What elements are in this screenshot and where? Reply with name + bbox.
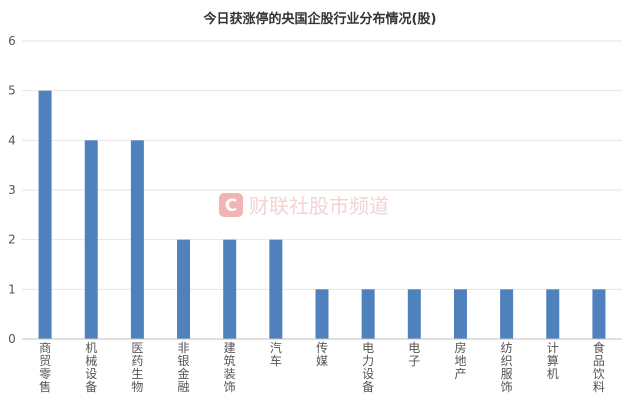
x-tick-label: 电子	[408, 341, 420, 368]
y-tick-label: 6	[8, 34, 16, 48]
watermark-text: 财联社股市频道	[249, 194, 389, 218]
watermark: C 财联社股市频道	[219, 193, 389, 218]
x-tick-label: 建筑装饰	[224, 341, 236, 394]
x-tick-label: 汽车	[270, 340, 282, 368]
bar	[407, 289, 421, 339]
x-tick-label: 非银金融	[178, 341, 190, 394]
watermark-logo-icon	[219, 193, 243, 217]
bar	[500, 289, 514, 339]
bar	[361, 289, 375, 339]
x-tick-label: 食品饮料	[593, 340, 605, 394]
y-tick-label: 3	[8, 183, 16, 197]
x-axis-ticks: 商贸零售 机械设备 医药生物 非银金融 建筑装饰 汽车 传媒 电力设备 电子 房地产 纺织服饰 计算机…	[39, 340, 605, 394]
bar	[269, 239, 283, 339]
x-tick-label: 商贸零售	[39, 340, 51, 394]
x-tick-label: 房地产	[454, 340, 466, 381]
bar	[84, 140, 98, 339]
x-tick-label: 纺织服饰	[501, 341, 513, 394]
watermark-logo-letter: C	[225, 196, 237, 216]
bar	[592, 289, 606, 339]
y-tick-label: 0	[8, 332, 16, 346]
x-tick-label: 传媒	[316, 340, 328, 368]
bar	[177, 239, 191, 339]
x-tick-label: 医药生物	[131, 341, 143, 394]
y-axis-ticks: 0 1 2 3 4 5 6	[8, 34, 16, 346]
chart-title: 今日获涨停的央国企股行业分布情况(股)	[203, 11, 437, 27]
x-tick-label: 计算机	[547, 341, 559, 381]
bar	[130, 140, 144, 339]
gridlines	[22, 40, 622, 290]
bar	[453, 289, 467, 339]
bars	[38, 90, 606, 340]
x-tick-label: 电力设备	[362, 341, 374, 394]
y-tick-label: 2	[8, 233, 16, 247]
bar	[223, 239, 237, 339]
bar	[315, 289, 329, 339]
x-tick-label: 机械设备	[85, 341, 97, 394]
bar	[38, 90, 52, 340]
y-tick-label: 5	[8, 84, 16, 98]
y-tick-label: 4	[8, 133, 16, 147]
y-tick-label: 1	[8, 282, 16, 296]
bar	[546, 289, 560, 339]
